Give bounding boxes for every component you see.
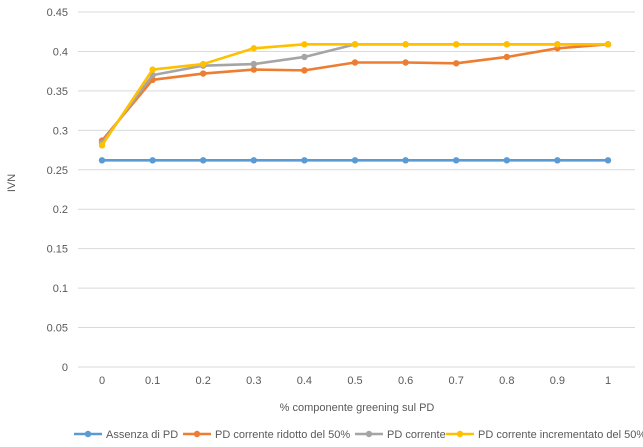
data-point [200,157,207,164]
x-tick-label: 0.6 [398,375,413,387]
data-point [351,59,359,66]
legend-label: PD corrente [387,429,446,441]
data-point [604,41,612,48]
data-point [250,60,257,68]
data-point [402,59,409,66]
x-tick-label: 0.9 [550,375,565,387]
x-tick-label: 0.1 [145,375,160,387]
series-2 [98,41,612,144]
data-point [149,157,156,164]
legend-item: PD corrente ridotto del 50% [183,429,350,441]
x-tick-label: 0.5 [347,375,362,387]
data-point [604,157,612,164]
series-4 [98,41,612,149]
y-axis-tick-labels: 0 0.05 0.1 0.15 0.2 0.25 0.3 0.35 0.4 0.45 [47,7,68,374]
x-tick-label: 0 [99,375,105,387]
data-point [200,70,207,77]
x-axis-tick-labels: 0 0.1 0.2 0.3 0.4 0.5 0.6 0.7 0.8 0.9 1 [99,375,611,387]
series-1 [98,157,612,164]
y-tick-label: 0.3 [53,125,68,137]
data-point [402,41,409,48]
data-point [453,60,460,67]
data-point [301,41,308,48]
x-axis-title: % componente greening sul PD [280,402,435,414]
y-tick-label: 0.2 [53,204,68,216]
data-point [402,157,409,164]
legend-item: PD corrente incrementato del 50% [446,429,643,441]
x-tick-label: 0.2 [196,375,211,387]
data-point [250,66,257,73]
data-point [453,157,460,164]
data-point [301,53,308,61]
y-tick-label: 0.25 [47,165,68,177]
series-layer [98,41,612,164]
data-point [200,60,207,68]
y-tick-label: 0.35 [47,86,68,98]
y-tick-label: 0.45 [47,7,68,19]
data-point [301,157,308,164]
data-point [250,157,257,164]
data-point [250,45,257,52]
legend-swatch-marker [84,430,92,438]
legend-label: PD corrente ridotto del 50% [215,429,350,441]
y-tick-label: 0.15 [47,244,68,256]
data-point [149,66,156,73]
data-point [98,142,106,149]
data-point [301,67,308,74]
x-tick-label: 0.7 [449,375,464,387]
data-point [554,157,561,164]
x-tick-label: 0.3 [246,375,261,387]
x-tick-label: 1 [605,375,611,387]
legend-label: PD corrente incrementato del 50% [478,429,643,441]
data-point [453,41,460,48]
data-point [351,41,359,48]
legend-swatch-marker [456,430,464,438]
x-tick-label: 0.4 [297,375,312,387]
data-point [351,157,359,164]
data-point [503,157,510,164]
y-tick-label: 0 [62,362,68,374]
y-axis-title: IVN [6,174,18,192]
x-tick-label: 0.8 [499,375,514,387]
legend-swatch-marker [365,430,373,438]
series-line [100,43,610,142]
y-tick-label: 0.4 [53,46,68,58]
y-tick-label: 0.1 [53,283,68,295]
legend-item: PD corrente [355,429,446,441]
data-point [503,41,510,48]
legend-item: Assenza di PD [74,429,178,441]
y-tick-label: 0.05 [47,323,68,335]
data-point [503,53,510,61]
grid-lines [78,11,635,368]
legend: Assenza di PD PD corrente ridotto del 50%… [74,429,643,441]
data-point [554,41,561,48]
data-point [98,157,106,164]
legend-label: Assenza di PD [106,429,178,441]
series-line [100,43,610,145]
legend-swatch-marker [193,430,201,438]
